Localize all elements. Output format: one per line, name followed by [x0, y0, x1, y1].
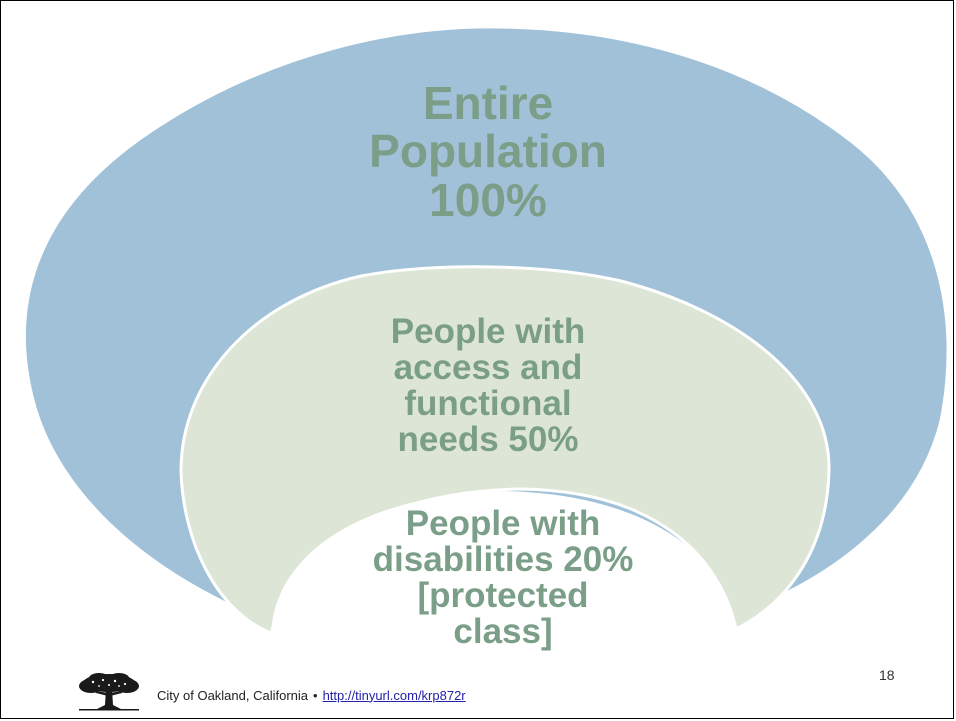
outer-label: Entire Population 100%: [328, 79, 648, 224]
footer-text: City of Oakland, California • http://tin…: [157, 688, 466, 703]
footer-separator: •: [313, 687, 318, 703]
outer-label-line: 100%: [429, 173, 547, 226]
middle-label-line: functional: [404, 384, 572, 424]
outer-label-line: Population: [369, 125, 607, 178]
footer-organization: City of Oakland, California: [157, 687, 309, 703]
inner-label-line: People with: [405, 504, 601, 543]
middle-label-line: access and: [393, 348, 583, 388]
oak-tree-icon: [79, 673, 139, 711]
inner-label-line: class]: [453, 612, 553, 652]
middle-label: People with access and functional needs …: [343, 312, 633, 460]
inner-label-line: [protected: [417, 576, 589, 616]
page-number: 18: [879, 667, 895, 683]
middle-label-line: People with: [390, 312, 586, 351]
inner-label: People with disabilities 20% [protected …: [343, 504, 663, 652]
middle-label-line: needs 50%: [397, 420, 579, 460]
inner-dome-disabilities: [270, 491, 736, 641]
slide-footer: City of Oakland, California • http://tin…: [69, 671, 466, 711]
inner-label-line: disabilities 20%: [372, 540, 634, 580]
footer-link[interactable]: http://tinyurl.com/krp872r: [322, 687, 466, 703]
middle-ellipse-functional-needs: [179, 265, 831, 635]
outer-label-line: Entire: [422, 77, 554, 129]
